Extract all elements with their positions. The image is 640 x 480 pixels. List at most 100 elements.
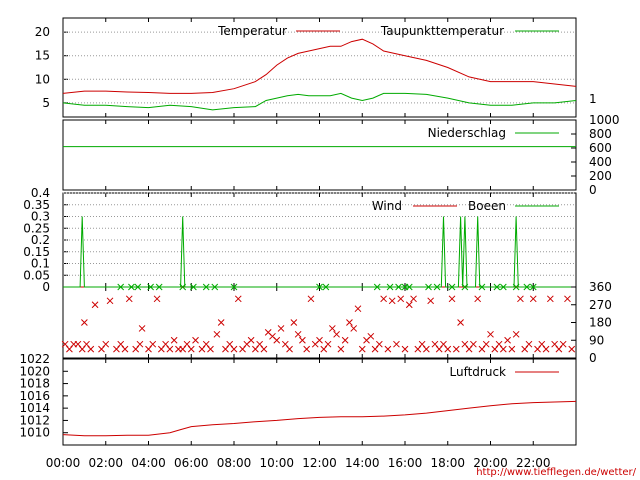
zero-marker (128, 283, 135, 291)
zero-marker (190, 283, 197, 291)
legend-label: Temperatur (217, 24, 287, 38)
x-tick-label: 04:00 (131, 456, 166, 470)
direction-marker (213, 330, 221, 338)
direction-marker (529, 295, 537, 303)
x-tick-label: 02:00 (88, 456, 123, 470)
direction-marker (341, 336, 349, 344)
direction-marker (166, 345, 174, 353)
zero-marker (322, 283, 330, 291)
zero-marker (211, 283, 219, 291)
series-line-boeen (63, 216, 576, 288)
y-tick-label: 1014 (19, 401, 50, 415)
direction-marker (384, 345, 392, 353)
y-tick-label: 0.15 (23, 245, 50, 259)
direction-marker (487, 330, 494, 338)
right-tick-label: 600 (589, 141, 612, 155)
direction-marker (423, 345, 430, 353)
zero-marker (512, 283, 520, 291)
direction-marker (380, 295, 387, 303)
direction-marker (138, 325, 146, 332)
y-tick-label: 1010 (19, 426, 50, 440)
direction-marker (427, 297, 435, 305)
y-tick-label: 1020 (19, 364, 50, 378)
zero-marker (386, 283, 394, 291)
direction-marker (388, 297, 396, 305)
x-tick-label: 18:00 (430, 456, 465, 470)
direction-marker (367, 332, 375, 340)
direction-marker (482, 340, 490, 348)
direction-marker (91, 301, 99, 309)
direction-marker (337, 345, 345, 353)
direction-marker (397, 295, 405, 303)
direction-marker (81, 319, 88, 326)
direction-marker (346, 319, 353, 326)
y-tick-label: 1012 (19, 413, 50, 427)
direction-marker (546, 295, 554, 303)
y-tick-label: 0.1 (31, 257, 50, 271)
direction-marker (401, 345, 409, 353)
direction-marker (452, 345, 460, 353)
y-tick-label: 1022 (19, 352, 50, 366)
y-tick-label: 15 (35, 49, 50, 63)
direction-marker (508, 345, 516, 353)
direction-marker (470, 340, 477, 348)
y-tick-label: 0.05 (23, 268, 50, 282)
zero-marker (179, 283, 187, 291)
y-tick-label: 1018 (19, 377, 50, 391)
x-tick-label: 10:00 (259, 456, 294, 470)
zero-marker (425, 283, 432, 291)
x-tick-label: 16:00 (388, 456, 423, 470)
direction-marker (106, 297, 114, 305)
direction-marker (564, 295, 571, 303)
zero-marker (529, 283, 537, 291)
x-tick-label: 20:00 (473, 456, 508, 470)
right-tick-label: 1000 (589, 113, 620, 127)
direction-marker (457, 319, 464, 326)
right-tick-label: 180 (589, 316, 612, 330)
direction-marker (153, 295, 161, 303)
direction-marker (504, 336, 511, 344)
direction-marker (273, 336, 281, 344)
direction-marker (333, 330, 340, 338)
direction-marker (307, 295, 315, 303)
direction-marker (286, 345, 293, 353)
direction-marker (277, 325, 285, 332)
direction-marker (294, 330, 302, 338)
zero-marker (478, 283, 486, 291)
direction-marker (350, 325, 358, 332)
y-tick-label: 10 (35, 72, 50, 86)
x-tick-label: 00:00 (46, 456, 81, 470)
direction-marker (324, 340, 332, 348)
series-line-temperatur (62, 38, 577, 94)
direction-marker (568, 345, 576, 353)
zero-marker (433, 283, 441, 291)
direction-marker (102, 340, 110, 348)
direction-marker (375, 340, 383, 348)
y-tick-label: 0.25 (23, 221, 50, 235)
zero-marker (405, 283, 413, 291)
direction-marker (299, 336, 306, 344)
zero-marker (461, 283, 469, 291)
right-tick-label: 90 (589, 333, 604, 347)
direction-marker (474, 295, 482, 303)
y-tick-label: 20 (35, 25, 50, 39)
direction-marker (125, 295, 133, 303)
zero-marker (230, 283, 238, 291)
right-tick-label: 0 (589, 351, 597, 365)
right-tick-label: 0 (589, 183, 597, 197)
y-tick-label: 0.2 (31, 233, 50, 247)
zero-marker (493, 283, 501, 291)
zero-marker (316, 283, 323, 291)
x-tick-label: 14:00 (345, 456, 380, 470)
zero-marker (155, 283, 163, 291)
direction-marker (444, 345, 452, 353)
direction-marker (410, 295, 417, 303)
direction-marker (499, 345, 507, 353)
x-tick-label: 08:00 (217, 456, 252, 470)
y-tick-label: 0 (42, 280, 50, 294)
zero-marker (373, 283, 381, 291)
direction-marker (247, 336, 255, 344)
direction-marker (559, 340, 567, 348)
direction-marker (87, 345, 95, 353)
